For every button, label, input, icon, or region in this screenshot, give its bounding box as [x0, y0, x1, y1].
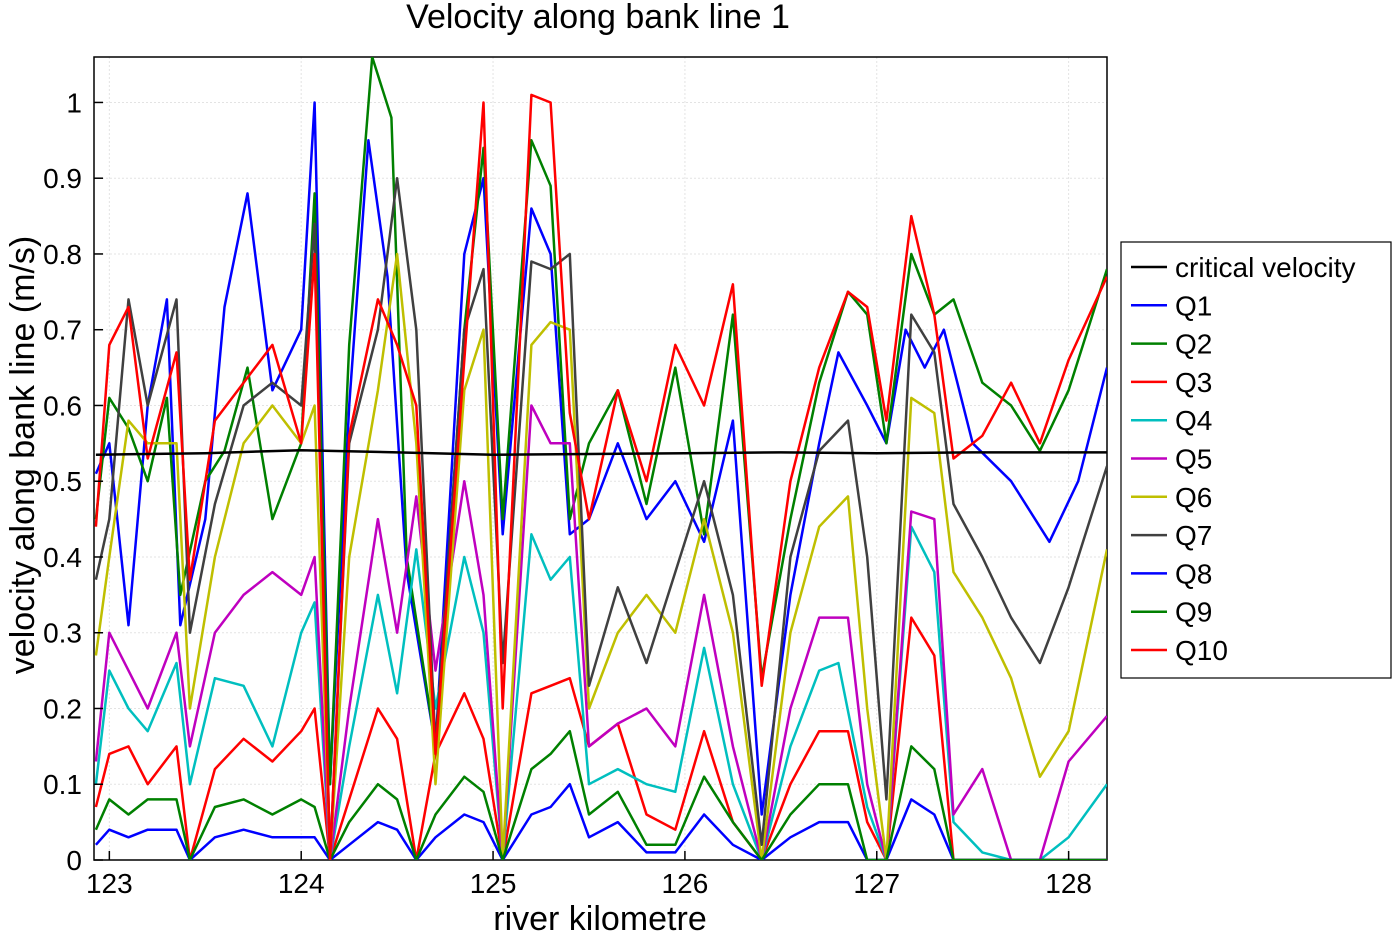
x-tick-label: 123 [86, 868, 133, 899]
y-tick-label: 0.3 [43, 618, 82, 649]
y-tick-label: 0 [66, 845, 82, 876]
legend-label-q10: Q10 [1175, 635, 1228, 666]
y-tick-label: 1 [66, 87, 82, 118]
series-line-q1 [94, 101, 1107, 816]
series-line-critical-velocity [95, 448, 1107, 456]
x-tick-label: 125 [470, 868, 517, 899]
y-tick-label: 0.7 [43, 315, 82, 346]
legend-label-q5: Q5 [1175, 444, 1212, 475]
y-tick-label: 0.2 [43, 693, 82, 724]
legend-label-q2: Q2 [1175, 329, 1212, 360]
y-tick-label: 0.4 [43, 542, 82, 573]
x-tick-label: 128 [1045, 868, 1092, 899]
series-line-q2 [94, 57, 1107, 786]
legend-label-q1: Q1 [1175, 290, 1212, 321]
plot-area [93, 56, 1108, 861]
chart-title: Velocity along bank line 1 [406, 0, 790, 36]
y-tick-label: 0.5 [43, 466, 82, 497]
y-tick-label: 0.8 [43, 239, 82, 270]
x-tick-label: 124 [278, 868, 325, 899]
legend-label-q9: Q9 [1175, 597, 1212, 628]
x-axis: 123 124 125 126 127 128 [86, 851, 1092, 899]
x-tick-label: 127 [853, 868, 900, 899]
y-tick-label: 0.9 [43, 163, 82, 194]
legend-box [1120, 241, 1392, 679]
series-line-q3 [94, 616, 1107, 860]
legend: critical velocity Q1 Q2 Q3 Q4 Q5 Q6 Q7 Q8 Q9 Q10 [1120, 241, 1392, 679]
x-axis-label: river kilometre [493, 900, 706, 933]
series-line-q5 [94, 404, 1107, 860]
series-line-q10 [94, 93, 1107, 860]
legend-label-q3: Q3 [1175, 367, 1212, 398]
x-tick-label: 126 [662, 868, 709, 899]
legend-label-critical-velocity: critical velocity [1175, 252, 1355, 283]
series-line-q9 [94, 729, 1107, 860]
series-line-q8 [94, 782, 1107, 860]
legend-label-q6: Q6 [1175, 482, 1212, 513]
series-line-q7 [94, 176, 1107, 860]
legend-label-q8: Q8 [1175, 558, 1212, 589]
y-tick-label: 0.1 [43, 769, 82, 800]
series-line-q6 [94, 252, 1107, 860]
y-tick-label: 0.6 [43, 390, 82, 421]
y-axis: 0 0.1 0.2 0.3 0.4 0.5 0.6 0.7 0.8 0.9 1 [43, 87, 103, 876]
legend-label-q4: Q4 [1175, 405, 1212, 436]
series-layer [94, 57, 1107, 860]
legend-label-q7: Q7 [1175, 520, 1212, 551]
y-axis-label: velocity along bank line (m/s) [4, 236, 42, 674]
